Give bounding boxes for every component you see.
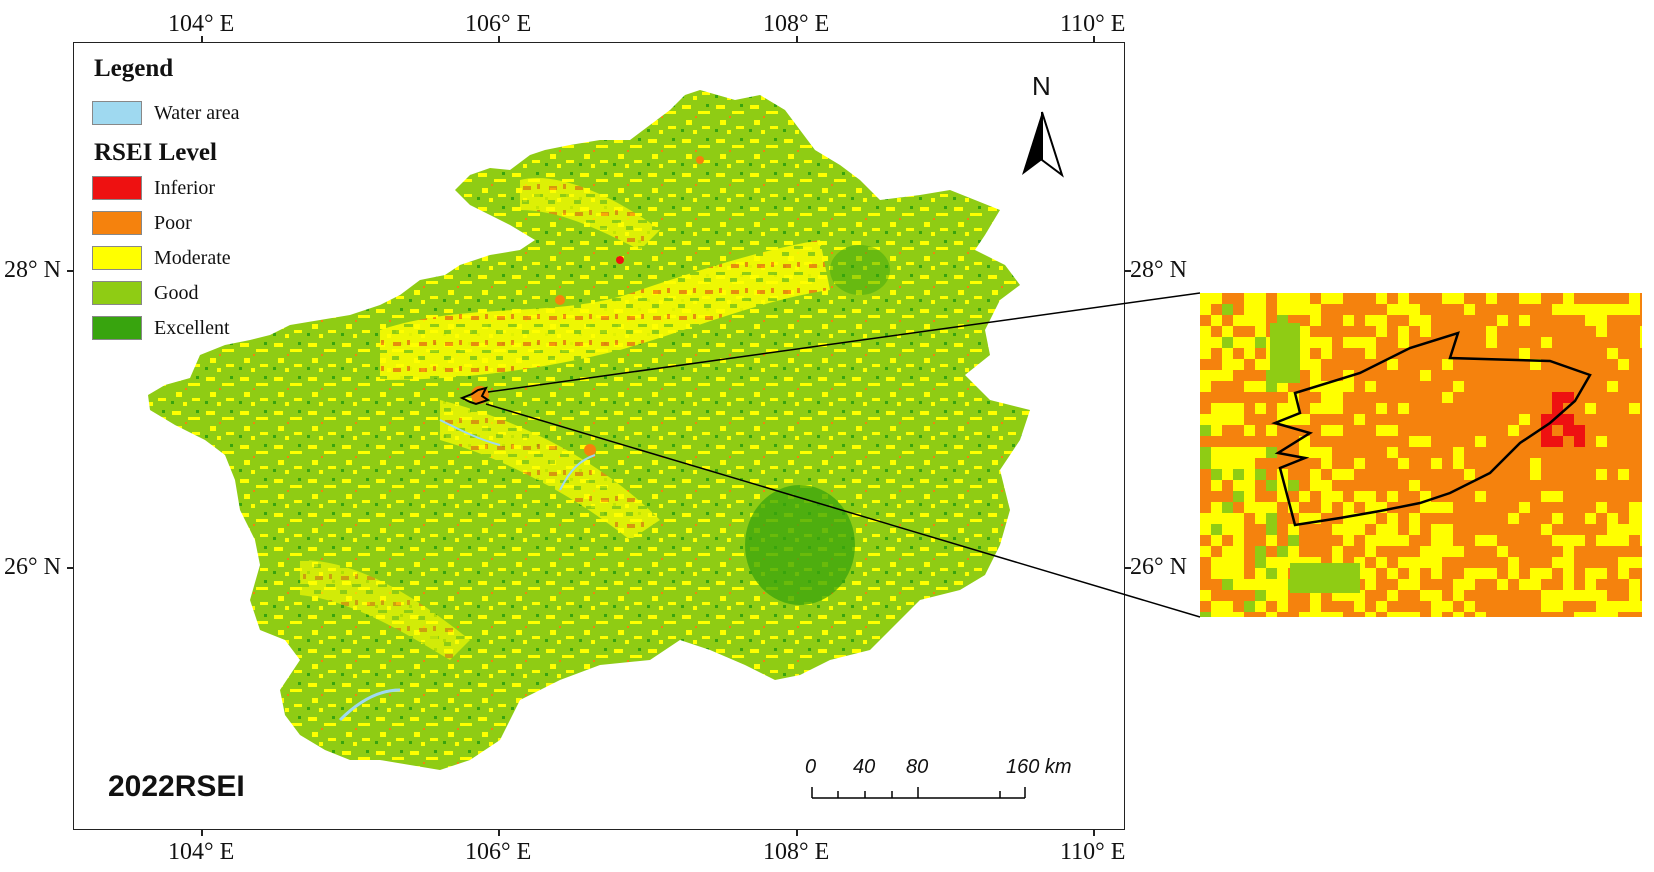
legend-label-good: Good (154, 282, 199, 304)
tick-bottom-104 (201, 830, 203, 836)
lat-label-right-28: 28° N (1130, 257, 1187, 283)
legend-swatch-water (92, 101, 142, 125)
tick-bottom-106 (498, 830, 500, 836)
year-label: 2022RSEI (108, 770, 245, 803)
tick-right-28 (1125, 270, 1131, 272)
legend-swatch-poor (92, 211, 142, 235)
legend-swatch-good (92, 281, 142, 305)
legend-swatch-excellent (92, 316, 142, 340)
legend-label-inferior: Inferior (154, 177, 216, 199)
lon-label-top-104: 104° E (168, 11, 235, 37)
lon-label-bottom-110: 110° E (1060, 839, 1126, 865)
scale-label-0: 0 (805, 756, 817, 778)
province-rsei-raster (148, 90, 1030, 770)
lon-label-top-106: 106° E (465, 11, 532, 37)
scale-label-40: 40 (853, 756, 876, 778)
legend-title: Legend (94, 55, 174, 82)
inset-study-area-outline (1271, 331, 1592, 527)
lat-label-right-26: 26° N (1130, 554, 1187, 580)
north-arrow-icon (1022, 111, 1064, 178)
legend-label-moderate: Moderate (154, 247, 231, 269)
legend-swatch-moderate (92, 246, 142, 270)
zoom-line-bottom (485, 403, 1201, 618)
inset-zoom-map (1200, 293, 1642, 617)
north-arrow-label: N (1032, 71, 1051, 101)
tick-top-108 (796, 36, 798, 42)
scale-bar (811, 787, 1026, 799)
tick-top-110 (1093, 36, 1095, 42)
legend-rsei-title: RSEI Level (94, 139, 217, 166)
lat-label-left-28: 28° N (4, 257, 61, 283)
lon-label-bottom-104: 104° E (168, 839, 235, 865)
tick-bottom-110 (1093, 830, 1095, 836)
study-area-outline (459, 386, 491, 406)
zoom-line-top (487, 292, 1201, 393)
lon-label-bottom-106: 106° E (465, 839, 532, 865)
tick-right-26 (1125, 567, 1131, 569)
legend-label-poor: Poor (154, 212, 192, 234)
scale-label-160km: 160 km (1006, 756, 1072, 778)
tick-left-26 (67, 567, 73, 569)
tick-bottom-108 (796, 830, 798, 836)
scale-label-80: 80 (906, 756, 929, 778)
tick-top-104 (201, 36, 203, 42)
lon-label-bottom-108: 108° E (763, 839, 830, 865)
lon-label-top-110: 110° E (1060, 11, 1126, 37)
map-frame (73, 42, 1125, 830)
lon-label-top-108: 108° E (763, 11, 830, 37)
tick-left-28 (67, 270, 73, 272)
legend-swatch-inferior (92, 176, 142, 200)
lat-label-left-26: 26° N (4, 554, 61, 580)
inset-raster (1200, 293, 1642, 617)
legend-label-excellent: Excellent (154, 317, 230, 339)
legend-label-water: Water area (154, 102, 240, 124)
tick-top-106 (498, 36, 500, 42)
